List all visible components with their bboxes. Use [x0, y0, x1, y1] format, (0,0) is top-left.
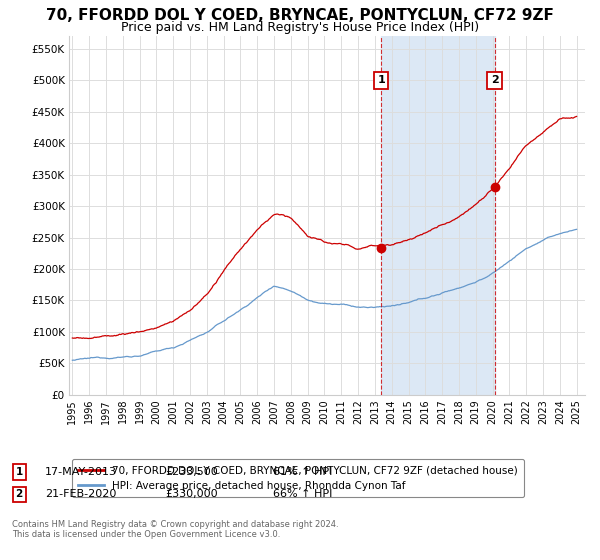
Text: 2: 2	[491, 76, 499, 86]
Text: £233,500: £233,500	[165, 467, 218, 477]
Text: 70, FFORDD DOL Y COED, BRYNCAE, PONTYCLUN, CF72 9ZF: 70, FFORDD DOL Y COED, BRYNCAE, PONTYCLU…	[46, 8, 554, 24]
Text: 1: 1	[16, 467, 23, 477]
Text: 21-FEB-2020: 21-FEB-2020	[45, 489, 116, 500]
Text: 1: 1	[377, 76, 385, 86]
Text: Price paid vs. HM Land Registry's House Price Index (HPI): Price paid vs. HM Land Registry's House …	[121, 21, 479, 34]
Text: £330,000: £330,000	[165, 489, 218, 500]
Text: 66% ↑ HPI: 66% ↑ HPI	[273, 489, 332, 500]
Legend: 70, FFORDD DOL Y COED, BRYNCAE, PONTYCLUN, CF72 9ZF (detached house), HPI: Avera: 70, FFORDD DOL Y COED, BRYNCAE, PONTYCLU…	[71, 459, 524, 497]
Text: Contains HM Land Registry data © Crown copyright and database right 2024.
This d: Contains HM Land Registry data © Crown c…	[12, 520, 338, 539]
Text: 17-MAY-2013: 17-MAY-2013	[45, 467, 117, 477]
Text: 61% ↑ HPI: 61% ↑ HPI	[273, 467, 332, 477]
Bar	[381, 36, 494, 395]
Text: 2: 2	[16, 489, 23, 500]
